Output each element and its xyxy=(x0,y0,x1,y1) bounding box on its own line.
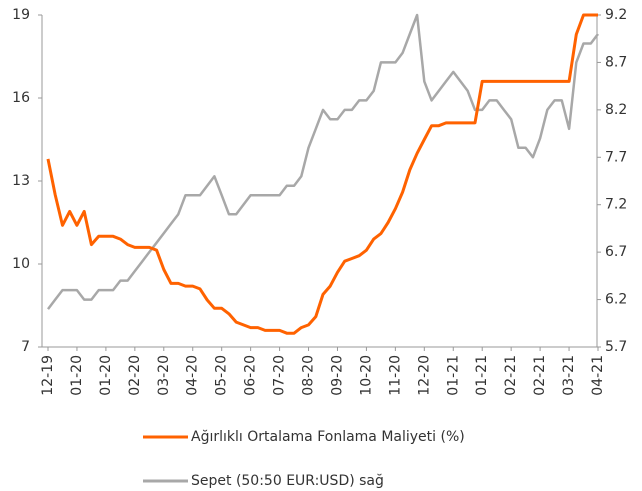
x-tick-label: 08-20 xyxy=(301,355,317,396)
y-tick-label: 16 xyxy=(12,90,30,106)
x-tick-label: 12-19 xyxy=(40,355,56,396)
x-tick-label: 03-21 xyxy=(561,355,577,396)
x-tick-label: 01-20 xyxy=(98,355,114,396)
y2-tick-label: 9.2 xyxy=(605,7,627,23)
y2-tick-label: 8.7 xyxy=(605,54,627,70)
series-line xyxy=(46,13,598,335)
y-tick-label: 19 xyxy=(12,7,30,23)
x-tick-label: 01-21 xyxy=(445,355,461,396)
x-tick-label: 02-20 xyxy=(127,355,143,396)
x-tick-label: 10-20 xyxy=(358,355,374,396)
x-tick-label: 06-20 xyxy=(243,355,259,396)
y2-tick-label: 6.7 xyxy=(605,244,627,260)
y-tick-label: 13 xyxy=(12,173,30,189)
x-tick-label: 02-21 xyxy=(503,355,519,396)
y2-tick-label: 6.2 xyxy=(605,292,627,308)
x-tick-label: 07-20 xyxy=(272,355,288,396)
x-tick-label: 02-21 xyxy=(532,355,548,396)
x-tick-label: 12-20 xyxy=(416,355,432,396)
x-tick-label: 04-21 xyxy=(590,355,606,396)
x-tick-label: 01-20 xyxy=(69,355,85,396)
y-tick-label: 7 xyxy=(21,339,30,355)
x-tick-label: 11-20 xyxy=(387,355,403,396)
y2-tick-label: 8.2 xyxy=(605,102,627,118)
y2-tick-label: 7.7 xyxy=(605,149,627,165)
series-line xyxy=(47,13,599,310)
legend-label: Ağırlıklı Ortalama Fonlama Maliyeti (%) xyxy=(191,429,465,445)
x-tick-label: 05-20 xyxy=(214,355,230,396)
legend-label: Sepet (50:50 EUR:USD) sağ xyxy=(191,473,384,489)
x-tick-label: 09-20 xyxy=(329,355,345,396)
x-tick-label: 03-20 xyxy=(156,355,172,396)
x-tick-label: 04-20 xyxy=(185,355,201,396)
y2-tick-label: 5.7 xyxy=(605,339,627,355)
x-tick-label: 01-21 xyxy=(474,355,490,396)
y2-tick-label: 7.2 xyxy=(605,197,627,213)
y-tick-label: 10 xyxy=(12,256,30,272)
